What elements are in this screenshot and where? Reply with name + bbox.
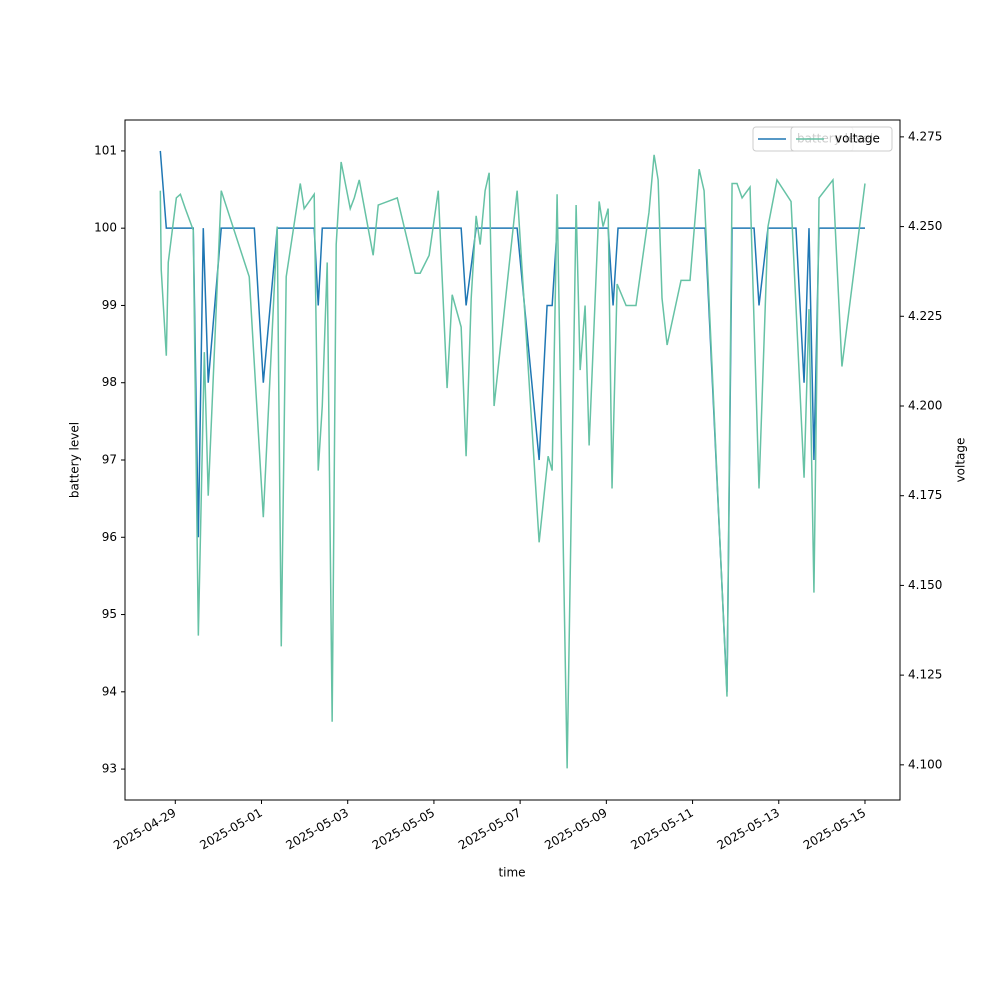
y2-axis-label: voltage: [954, 438, 968, 483]
x-tick-label: 2025-05-09: [542, 806, 609, 853]
y-tick-label: 98: [102, 375, 117, 389]
y2-tick-label: 4.150: [908, 578, 942, 592]
y-tick-label: 101: [94, 143, 117, 157]
legend-box: [790, 126, 893, 152]
y-tick-label: 96: [102, 530, 117, 544]
x-axis-label: time: [498, 866, 525, 880]
y-tick-label: 99: [102, 298, 117, 312]
y2-tick-label: 4.100: [908, 757, 942, 771]
x-tick-label: 2025-05-11: [628, 806, 695, 853]
x-tick-label: 2025-05-15: [801, 806, 868, 853]
plot-frame: [124, 119, 901, 801]
y2-tick-label: 4.275: [908, 129, 942, 143]
legend-label: voltage: [835, 132, 880, 146]
y-tick-label: 97: [102, 453, 117, 467]
y-axis-label: battery level: [68, 422, 82, 498]
y2-tick-label: 4.250: [908, 219, 942, 233]
x-tick-label: 2025-05-03: [284, 806, 351, 853]
y2-tick-label: 4.125: [908, 668, 942, 682]
x-tick-label: 2025-05-01: [197, 806, 264, 853]
y-tick-label: 93: [102, 762, 117, 776]
x-tick-label: 2025-05-13: [715, 806, 782, 853]
x-tick-label: 2025-05-05: [370, 806, 437, 853]
y2-tick-label: 4.175: [908, 488, 942, 502]
y-tick-label: 94: [102, 684, 117, 698]
series-line: [159, 154, 866, 769]
y-tick-label: 100: [94, 221, 117, 235]
y2-tick-label: 4.225: [908, 309, 942, 323]
y-tick-label: 95: [102, 607, 117, 621]
x-tick-label: 2025-04-29: [111, 806, 178, 853]
y2-tick-label: 4.200: [908, 398, 942, 412]
x-tick-label: 2025-05-07: [456, 806, 523, 853]
series-line: [159, 150, 865, 692]
